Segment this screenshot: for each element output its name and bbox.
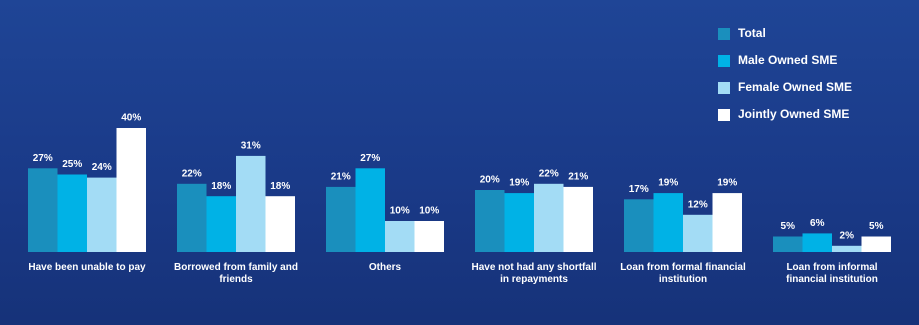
- bar: [265, 196, 295, 252]
- value-label: 2%: [840, 230, 855, 241]
- bar: [326, 186, 356, 252]
- category-label: Others: [368, 262, 402, 273]
- value-label: 27%: [33, 153, 53, 164]
- bar: [116, 128, 146, 252]
- bar: [773, 236, 803, 252]
- value-label: 5%: [869, 221, 884, 232]
- bar: [57, 174, 87, 252]
- bar: [712, 193, 742, 252]
- bar: [504, 193, 534, 252]
- value-label: 19%: [509, 178, 529, 189]
- bar: [832, 245, 862, 252]
- value-label: 27%: [360, 153, 380, 164]
- bar: [414, 221, 444, 252]
- bar: [534, 183, 564, 252]
- legend-label: Jointly Owned SME: [738, 107, 849, 121]
- value-label: 40%: [121, 113, 141, 124]
- value-label: 18%: [211, 181, 231, 192]
- bar: [683, 214, 713, 252]
- value-label: 25%: [62, 159, 82, 170]
- category-label: Have not had any shortfall in repayments: [471, 262, 597, 285]
- bar: [563, 186, 593, 252]
- value-label: 22%: [182, 168, 202, 179]
- bar: [802, 233, 832, 252]
- bar: [385, 221, 415, 252]
- bar: [236, 155, 266, 252]
- value-label: 6%: [810, 218, 825, 229]
- legend-swatch: [718, 109, 730, 121]
- bar: [355, 168, 385, 252]
- value-label: 22%: [539, 168, 559, 179]
- bar: [624, 199, 654, 252]
- value-label: 19%: [717, 178, 737, 189]
- value-label: 17%: [629, 184, 649, 195]
- value-label: 12%: [688, 199, 708, 210]
- value-label: 19%: [658, 178, 678, 189]
- value-label: 10%: [390, 206, 410, 217]
- value-label: 21%: [331, 172, 351, 183]
- bar: [28, 168, 58, 252]
- bar: [177, 183, 207, 252]
- bar: [475, 190, 505, 252]
- value-label: 5%: [781, 221, 796, 232]
- value-label: 24%: [92, 162, 112, 173]
- legend-swatch: [718, 55, 730, 67]
- legend-label: Female Owned SME: [738, 80, 852, 94]
- bar: [206, 196, 236, 252]
- category-label: Borrowed from family and friends: [174, 262, 298, 285]
- value-label: 21%: [568, 172, 588, 183]
- legend-label: Total: [738, 26, 766, 40]
- category-label: Loan from formal financial institution: [620, 262, 746, 285]
- value-label: 18%: [270, 181, 290, 192]
- value-label: 20%: [480, 175, 500, 186]
- bar: [653, 193, 683, 252]
- legend-label: Male Owned SME: [738, 53, 837, 67]
- bar: [87, 177, 117, 252]
- legend-swatch: [718, 28, 730, 40]
- bar: [861, 236, 891, 252]
- category-label: Loan from informal financial institution: [786, 262, 878, 285]
- legend-swatch: [718, 82, 730, 94]
- category-label: Have been unable to pay: [28, 262, 146, 273]
- value-label: 10%: [419, 206, 439, 217]
- value-label: 31%: [241, 141, 261, 152]
